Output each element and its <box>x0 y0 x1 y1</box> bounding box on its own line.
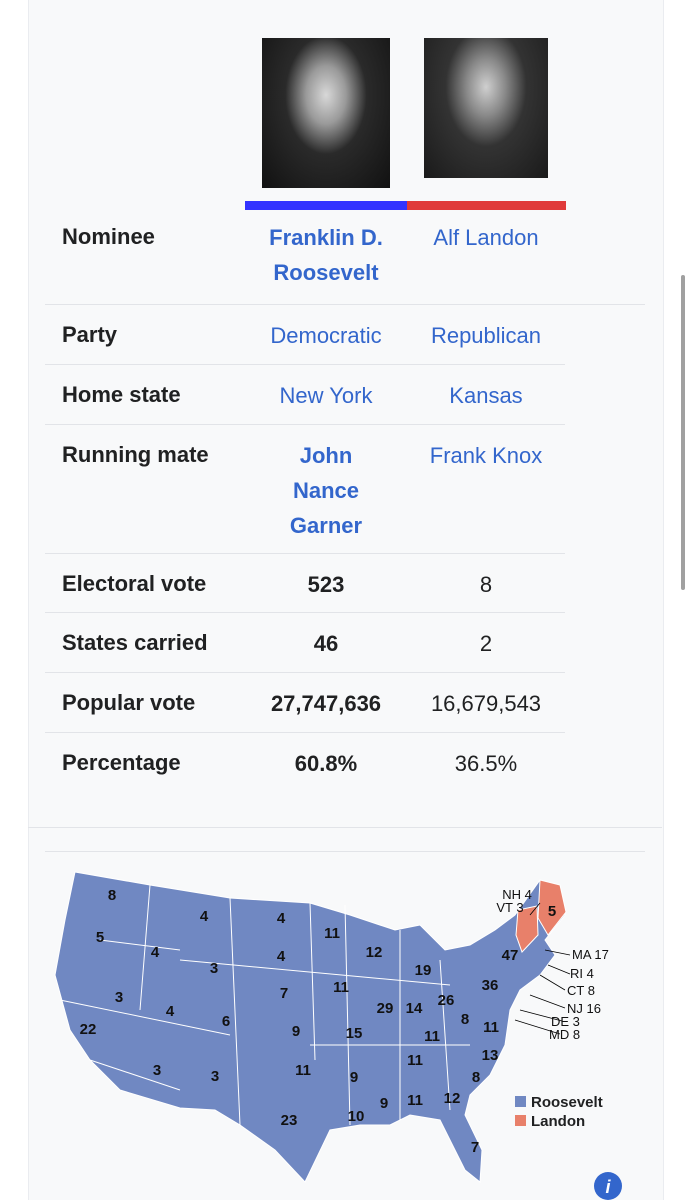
state-electoral-label: 9 <box>350 1069 358 1086</box>
state-electoral-label: 7 <box>471 1139 479 1156</box>
table-link[interactable]: Franklin D. Roosevelt <box>269 225 383 285</box>
legend-label: Landon <box>531 1113 585 1130</box>
legend-swatch <box>515 1115 526 1126</box>
state-electoral-label: 29 <box>377 1000 394 1017</box>
row-label: Electoral vote <box>62 571 207 596</box>
state-electoral-label: 4 <box>277 948 286 965</box>
state-electoral-label: 12 <box>366 944 383 961</box>
map-divider <box>45 851 645 852</box>
state-electoral-label: 15 <box>346 1025 363 1042</box>
legend-label: Roosevelt <box>531 1094 603 1111</box>
callout-lines <box>514 902 571 1035</box>
state-electoral-label: 22 <box>80 1021 97 1038</box>
row-divider <box>45 553 565 554</box>
state-electoral-label: 3 <box>211 1068 219 1085</box>
party-color-bar <box>407 201 566 210</box>
state-electoral-label: 4 <box>166 1003 175 1020</box>
section-divider <box>28 827 662 828</box>
state-callout-label: NH 4 <box>502 887 532 902</box>
info-icon-glyph: i <box>605 1177 611 1197</box>
info-icon[interactable] <box>594 1172 622 1200</box>
row-divider <box>45 612 565 613</box>
state-electoral-label: 4 <box>277 910 286 927</box>
row-label: Percentage <box>62 750 181 775</box>
state-callout-label: RI 4 <box>570 966 594 981</box>
state-electoral-label: 19 <box>415 962 432 979</box>
state-electoral-label: 6 <box>222 1013 230 1030</box>
state-electoral-label: 11 <box>407 1092 423 1109</box>
state-electoral-label: 11 <box>424 1028 440 1045</box>
state-electoral-label: 11 <box>333 979 349 996</box>
state-electoral-label: 8 <box>108 887 116 904</box>
state-electoral-label: 11 <box>483 1019 499 1036</box>
row-divider <box>45 304 645 305</box>
state-electoral-label: 4 <box>200 908 209 925</box>
table-link[interactable]: Alf Landon <box>433 225 539 250</box>
table-value: 2 <box>479 631 493 656</box>
us-map-shape <box>54 871 566 1183</box>
table-value: 36.5% <box>454 751 518 776</box>
row-divider <box>45 672 565 673</box>
state-electoral-label: 36 <box>482 977 499 994</box>
row-divider <box>45 732 565 733</box>
table-link[interactable]: John Nance Garner <box>289 443 363 538</box>
row-label: Home state <box>62 382 181 407</box>
row-label: Nominee <box>62 224 155 249</box>
table-value: 60.8% <box>294 751 358 776</box>
state-callout-label: VT 3 <box>496 900 523 915</box>
state-electoral-label: 5 <box>96 929 104 946</box>
row-label: Popular vote <box>62 690 196 715</box>
state-electoral-label: 11 <box>324 925 340 942</box>
table-link[interactable]: Kansas <box>449 383 523 408</box>
row-label: States carried <box>62 630 208 655</box>
state-electoral-label: 3 <box>210 960 218 977</box>
table-link[interactable]: Frank Knox <box>429 443 543 468</box>
table-value: 46 <box>313 631 339 656</box>
state-electoral-label: 11 <box>407 1052 423 1069</box>
state-callout-label: CT 8 <box>567 983 595 998</box>
state-electoral-label: 23 <box>281 1112 298 1129</box>
state-electoral-label: 12 <box>444 1090 461 1107</box>
party-color-bar <box>245 201 407 210</box>
state-electoral-label: 3 <box>115 989 123 1006</box>
row-label: Running mate <box>62 442 209 467</box>
state-electoral-label: 13 <box>482 1047 499 1064</box>
table-link[interactable]: New York <box>279 383 373 408</box>
table-value: 27,747,636 <box>270 691 382 716</box>
table-link[interactable]: Republican <box>430 323 542 348</box>
state-electoral-label: 8 <box>472 1069 480 1086</box>
table-value: 16,679,543 <box>430 691 542 716</box>
state-callout-label: MA 17 <box>572 947 609 962</box>
landon-states <box>515 905 539 953</box>
legend-swatch <box>515 1096 526 1107</box>
row-label: Party <box>62 322 118 347</box>
row-divider <box>45 424 565 425</box>
state-electoral-label: 4 <box>151 944 160 961</box>
state-callout-label: MD 8 <box>549 1027 580 1042</box>
state-electoral-label: 10 <box>348 1108 365 1125</box>
state-electoral-label: 5 <box>548 903 556 920</box>
state-borders <box>59 884 470 1126</box>
table-value: 523 <box>307 572 345 597</box>
table-value: 8 <box>479 572 493 597</box>
state-electoral-label: 26 <box>438 992 455 1009</box>
state-electoral-label: 8 <box>461 1011 469 1028</box>
state-electoral-label: 11 <box>295 1062 311 1079</box>
table-link[interactable]: Democratic <box>270 323 382 348</box>
scrollbar[interactable] <box>681 275 685 590</box>
row-divider <box>45 364 565 365</box>
state-callout-label: NJ 16 <box>567 1001 601 1016</box>
state-electoral-label: 7 <box>280 985 288 1002</box>
state-electoral-label: 3 <box>153 1062 161 1079</box>
photo-landon[interactable] <box>424 38 548 178</box>
landon-states <box>537 879 567 936</box>
state-electoral-label: 14 <box>406 1000 423 1017</box>
state-electoral-label: 9 <box>380 1095 388 1112</box>
state-electoral-label: 9 <box>292 1023 300 1040</box>
photo-roosevelt[interactable] <box>262 38 390 188</box>
state-electoral-label: 47 <box>502 947 519 964</box>
state-callout-label: DE 3 <box>551 1014 580 1029</box>
